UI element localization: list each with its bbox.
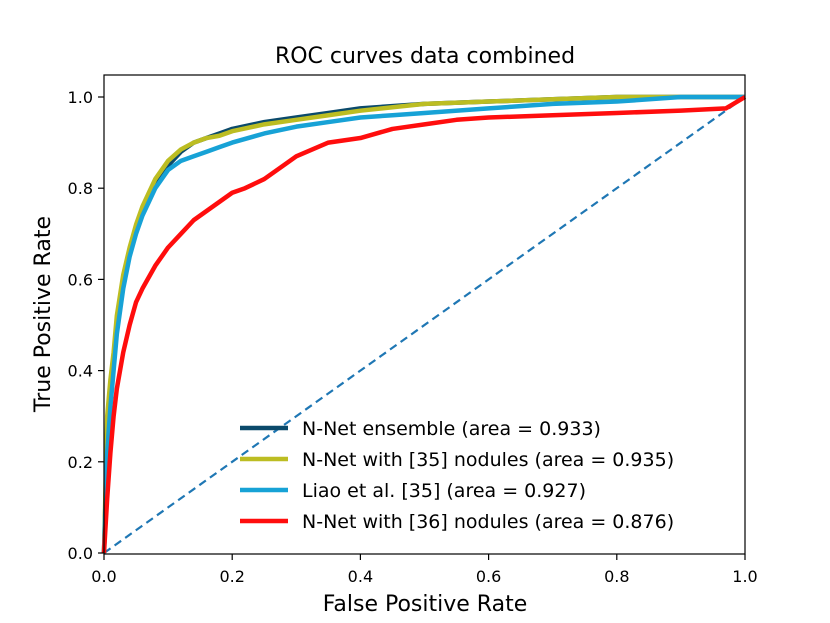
legend: N-Net ensemble (area = 0.933) N-Net with … bbox=[240, 418, 674, 533]
y-tick-label: 1.0 bbox=[68, 88, 93, 107]
y-tick-label: 0.2 bbox=[68, 453, 93, 472]
y-tick-label: 0.0 bbox=[68, 544, 93, 563]
chance-diagonal-line bbox=[103, 96, 746, 554]
y-axis-ticks: 0.0 0.2 0.4 0.6 0.8 1.0 bbox=[68, 88, 104, 563]
legend-label: N-Net with [36] nodules (area = 0.876) bbox=[302, 511, 674, 533]
y-tick-label: 0.8 bbox=[68, 179, 93, 198]
x-axis-ticks: 0.0 0.2 0.4 0.6 0.8 1.0 bbox=[91, 554, 758, 586]
series-line-3 bbox=[101, 95, 747, 554]
x-tick-label: 0.8 bbox=[604, 567, 629, 586]
y-axis-label: True Positive Rate bbox=[31, 216, 56, 413]
legend-label: N-Net with [35] nodules (area = 0.935) bbox=[302, 449, 674, 471]
x-tick-label: 0.6 bbox=[476, 567, 501, 586]
x-tick-label: 0.2 bbox=[219, 567, 244, 586]
legend-label: N-Net ensemble (area = 0.933) bbox=[302, 418, 601, 440]
series-layer bbox=[101, 94, 747, 554]
y-tick-label: 0.4 bbox=[68, 362, 93, 381]
legend-label: Liao et al. [35] (area = 0.927) bbox=[302, 480, 586, 502]
plot-frame bbox=[103, 74, 746, 555]
chart-title: ROC curves data combined bbox=[275, 44, 575, 69]
x-axis-label: False Positive Rate bbox=[323, 592, 527, 617]
series-line-2 bbox=[101, 94, 745, 554]
y-tick-label: 0.6 bbox=[68, 270, 93, 289]
x-tick-label: 0.4 bbox=[348, 567, 373, 586]
x-tick-label: 0.0 bbox=[91, 567, 116, 586]
x-tick-label: 1.0 bbox=[732, 567, 757, 586]
